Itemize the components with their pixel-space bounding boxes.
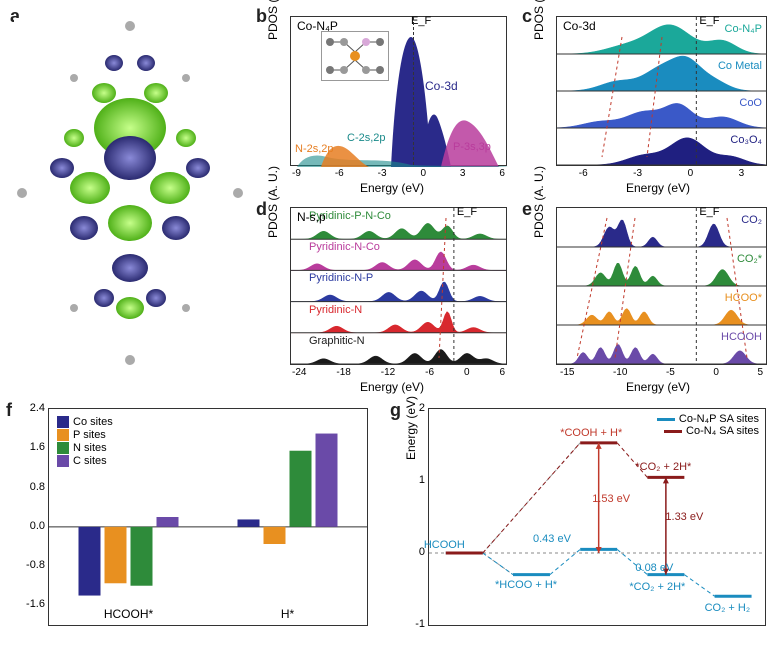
annotation: 1.33 eV [665, 511, 703, 523]
group-label: HCOOH* [49, 607, 208, 621]
annotation: 1.53 eV [592, 493, 630, 505]
panel-b-inset [321, 31, 389, 81]
panel-g-legend: Co-N₄P SA sitesCo-N₄ SA sites [657, 413, 759, 437]
ytick: 1 [409, 474, 425, 486]
row-label: Graphitic-N [309, 335, 365, 347]
isosurface-svg [14, 18, 247, 368]
panel-f-legend: Co sitesP sitesN sitesC sites [57, 415, 113, 468]
ytick: -0.8 [15, 559, 45, 571]
series-co3d: Co-3d [425, 79, 458, 93]
panel-label-c: c [522, 6, 532, 27]
panel-d-ylabel: PDOS (A. U.) [266, 166, 280, 238]
ef-label: E_F [699, 206, 719, 218]
ef-label-b: E_F [411, 15, 431, 27]
row-label: Co-N₄P [725, 23, 763, 35]
annotation: *CO₂ + 2H* [629, 581, 685, 593]
row-label: Pyridinic-N-Co [309, 241, 380, 253]
panel-b-xlabel: Energy (eV) [360, 181, 424, 195]
row-label: HCOOH [721, 331, 762, 343]
panel-d: E_FPyridinic-P-N-CoPyridinic-N-CoPyridin… [290, 207, 507, 365]
annotation: CO₂ + H₂ [705, 602, 751, 614]
annotation: 0.08 eV [635, 562, 673, 574]
panel-c-ylabel: PDOS (A. U.) [532, 0, 546, 40]
panel-g: -1012Co-N₄P SA sitesCo-N₄ SA sitesHCOOH*… [428, 408, 766, 626]
ytick: 2.4 [15, 402, 45, 414]
panel-e-ylabel: PDOS (A. U.) [532, 166, 546, 238]
panel-b: E_F Co-N₄P Co-3d P-3s,3p C-2s,2p N-2s,2p [290, 16, 507, 166]
annotation: *CO₂ + 2H* [635, 461, 691, 473]
row-label: HCOO* [725, 292, 762, 304]
ytick: -1 [409, 618, 425, 630]
ef-label: E_F [457, 206, 477, 218]
row-label: CO₂ [741, 214, 762, 226]
series-c: C-2s,2p [347, 132, 386, 144]
panel-inner-title: Co-3d [563, 19, 596, 33]
annotation: HCOOH [424, 539, 465, 551]
row-label: CO₂* [737, 253, 762, 265]
panel-b-xticks: -9-6-3036 [290, 168, 507, 179]
panel-e-xticks: -15-10-505 [556, 367, 767, 378]
panel-e: E_F CO₂ CO₂* HCOO* HCOOH [556, 207, 767, 365]
panel-c-xticks: -6-303 [556, 168, 767, 179]
panel-e-xlabel: Energy (eV) [626, 380, 690, 394]
panel-b-ylabel: PDOS (electrons/eV) [266, 0, 280, 40]
panel-c: E_F Co-N₄P Co Metal CoO Co₃O₄ Co-3d [556, 16, 767, 166]
annotation: 0.43 eV [533, 533, 571, 545]
ytick: 0.0 [15, 520, 45, 532]
row-label: Co Metal [718, 60, 762, 72]
row-label: Co₃O₄ [730, 134, 762, 146]
panel-d-xticks: -24-18-12-606 [290, 367, 507, 378]
row-label: Pyridinic-N-P [309, 272, 373, 284]
panel-a [14, 18, 247, 368]
series-n: N-2s,2p [295, 143, 334, 155]
panel-c-xlabel: Energy (eV) [626, 181, 690, 195]
ef-line-b [413, 17, 414, 165]
row-label: CoO [739, 97, 762, 109]
panel-d-xlabel: Energy (eV) [360, 380, 424, 394]
panel-label-g: g [390, 400, 401, 421]
ytick: -1.6 [15, 598, 45, 610]
panel-f: -1.6-0.80.00.81.62.4HCOOH*H*Co sitesP si… [48, 408, 368, 626]
panel-g-ylabel: Energy (eV) [404, 396, 418, 460]
series-p: P-3s,3p [453, 141, 491, 153]
ytick: 1.6 [15, 441, 45, 453]
ef-label: E_F [699, 15, 719, 27]
panel-label-f: f [6, 400, 12, 421]
panel-inner-title: N-s,p [297, 210, 326, 224]
ytick: 0.8 [15, 481, 45, 493]
row-label: Pyridinic-N [309, 304, 362, 316]
group-label: H* [208, 607, 367, 621]
panel-label-e: e [522, 199, 532, 220]
annotation: *HCOO + H* [495, 579, 557, 591]
annotation: *COOH + H* [560, 427, 622, 439]
ytick: 0 [409, 546, 425, 558]
